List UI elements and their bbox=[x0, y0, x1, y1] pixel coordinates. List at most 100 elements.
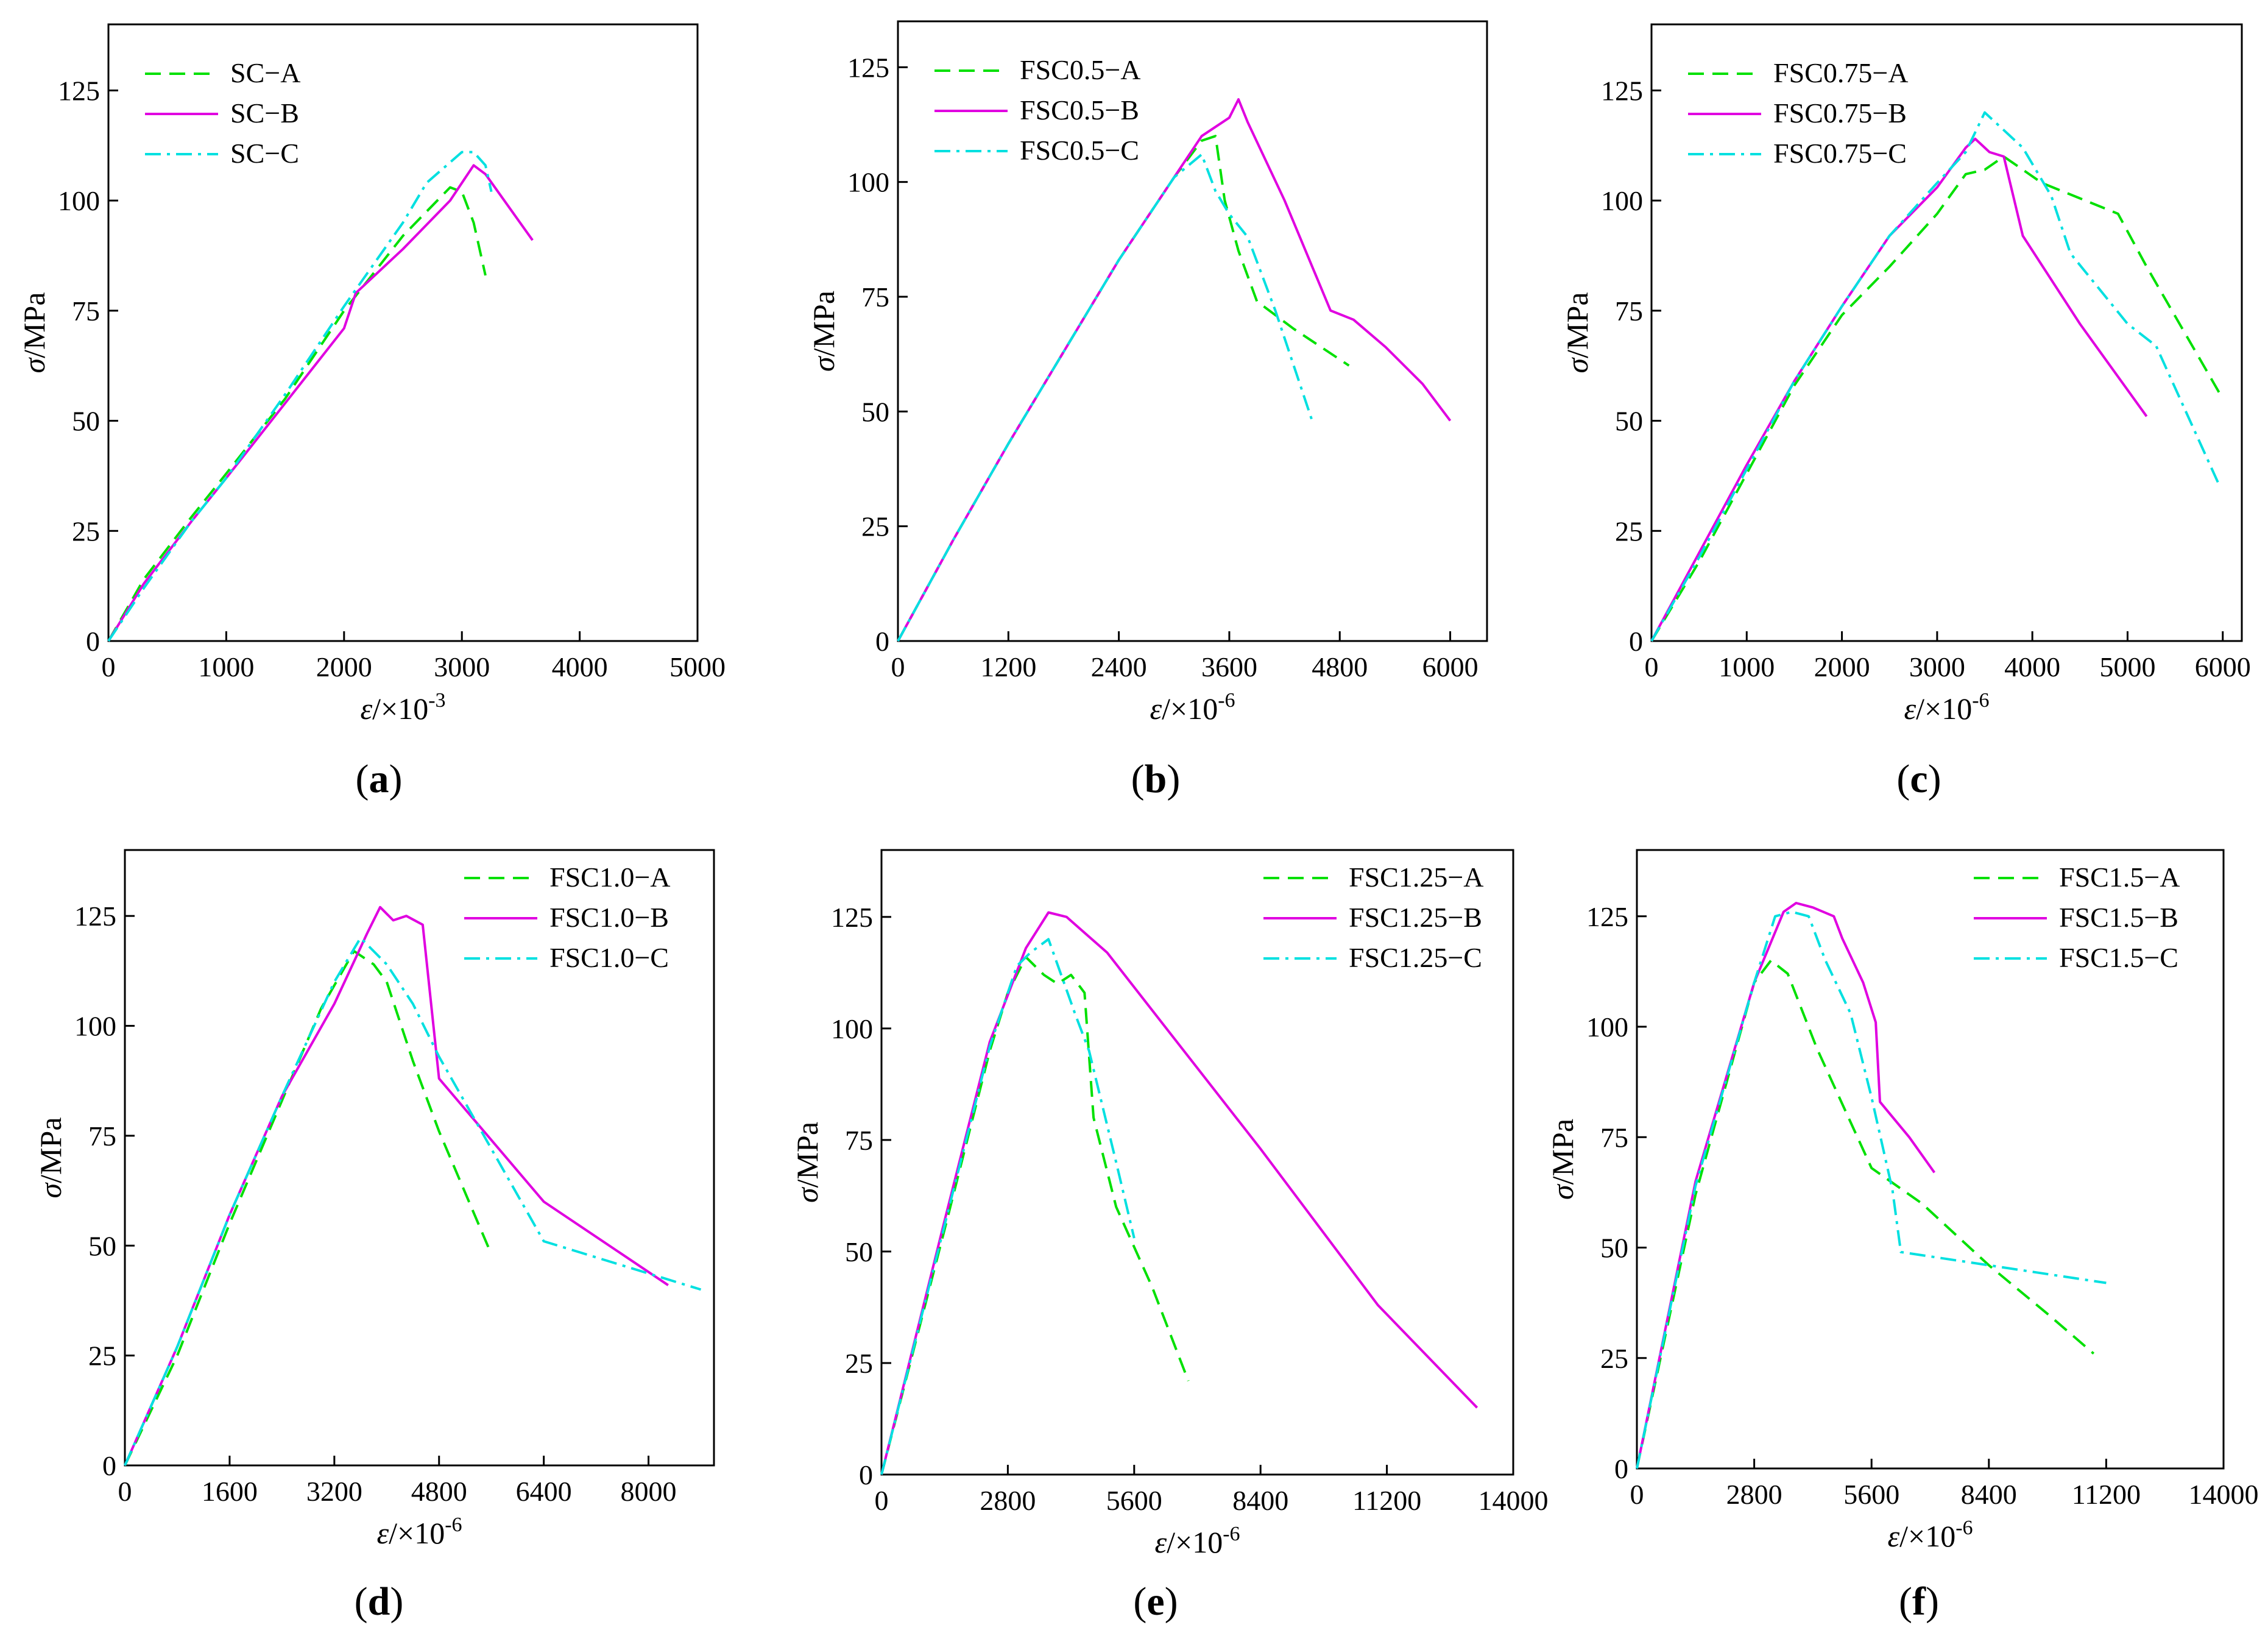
legend: FSC1.0−A FSC1.0−B FSC1.0−C bbox=[464, 862, 671, 973]
x-tick-label: 3000 bbox=[1909, 651, 1965, 682]
series-line-c bbox=[1636, 910, 2107, 1469]
panel-letter: e bbox=[1146, 1579, 1164, 1624]
x-axis-symbol: ε bbox=[1150, 692, 1162, 726]
legend-label: SC−A bbox=[230, 57, 300, 88]
x-tick-label: 14000 bbox=[1478, 1485, 1549, 1516]
legend-label: FSC1.5−B bbox=[2059, 902, 2178, 933]
x-tick-label: 8400 bbox=[1961, 1479, 2017, 1510]
y-axis-unit: /MPa bbox=[17, 292, 51, 358]
chart-panel-c: 0 1000 2000 3000 4000 5000 60000255075100125ε/… bbox=[1560, 23, 2251, 801]
x-tick-label: 0 bbox=[1630, 1479, 1644, 1510]
x-axis-unit: /×10 bbox=[1167, 1525, 1223, 1559]
y-axis-symbol: σ bbox=[1560, 357, 1594, 374]
y-axis-title: σ/MPa bbox=[1546, 1119, 1580, 1200]
legend-label: FSC0.5−B bbox=[1020, 94, 1139, 126]
y-tick-label: 125 bbox=[74, 901, 116, 932]
chart-panel-f: 0 2800 5600 8400 11200 14000 0 25 50 75 100 125 ε/×1… bbox=[1546, 849, 2259, 1624]
legend-label: FSC1.0−B bbox=[549, 902, 669, 933]
x-axis-symbol: ε bbox=[360, 692, 372, 726]
legend-label: FSC1.25−C bbox=[1349, 942, 1482, 973]
y-tick-label: 100 bbox=[58, 185, 100, 216]
y-tick-label: 75 bbox=[1615, 296, 1643, 327]
legend-label: FSC1.5−A bbox=[2059, 862, 2180, 893]
legend-label: FSC1.5−C bbox=[2059, 942, 2178, 973]
y-tick-label: 0 bbox=[859, 1459, 873, 1490]
y-tick-label: 100 bbox=[831, 1013, 873, 1044]
x-tick-label: 2000 bbox=[316, 651, 372, 682]
x-axis-exponent: -6 bbox=[1223, 1523, 1240, 1545]
y-tick-label: 25 bbox=[88, 1341, 116, 1372]
panel-caption: (b) bbox=[1131, 757, 1181, 801]
x-tick-label: 6000 bbox=[2195, 651, 2251, 682]
y-axis-title: σ/MPa bbox=[807, 291, 841, 372]
legend-label: SC−B bbox=[230, 97, 299, 129]
y-tick-label: 125 bbox=[847, 52, 889, 83]
series-line-a bbox=[1650, 155, 2224, 642]
legend: FSC0.75−A FSC0.75−B FSC0.75−C bbox=[1688, 57, 1909, 169]
panel-caption: (d) bbox=[355, 1579, 404, 1624]
x-tick-label: 2000 bbox=[1814, 651, 1870, 682]
legend-label: FSC1.25−A bbox=[1349, 862, 1484, 893]
series-line-c bbox=[1650, 111, 2219, 642]
x-tick-label: 0 bbox=[102, 651, 116, 682]
x-axis-exponent: -3 bbox=[428, 689, 445, 712]
legend-label: FSC1.0−C bbox=[549, 942, 669, 973]
y-axis-symbol: σ bbox=[17, 357, 51, 374]
series-line-c bbox=[897, 153, 1313, 642]
y-tick-label: 0 bbox=[102, 1450, 116, 1481]
x-axis-unit: /×10 bbox=[1899, 1519, 1955, 1553]
x-tick-label: 0 bbox=[891, 651, 905, 682]
x-axis-exponent: -6 bbox=[1955, 1517, 1973, 1539]
x-axis-symbol: ε bbox=[1904, 692, 1916, 726]
y-tick-label: 25 bbox=[1600, 1343, 1628, 1374]
chart-panel-b: 0 1200 2400 3600 4800 6000 0 25 50 75 100 125 ε/×10-… bbox=[807, 20, 1488, 801]
series-line-b bbox=[897, 98, 1452, 642]
x-axis-unit: /×10 bbox=[1162, 692, 1218, 726]
plot-frame bbox=[107, 23, 699, 642]
y-axis-title: σ/MPa bbox=[17, 292, 51, 373]
plot-frame bbox=[124, 849, 715, 1467]
x-axis-unit: /×10 bbox=[372, 692, 428, 726]
y-tick-label: 50 bbox=[1615, 406, 1643, 437]
legend-label: FSC0.5−C bbox=[1020, 135, 1139, 166]
x-axis-unit: /×10 bbox=[1916, 692, 1972, 726]
chart-panel-d: 0 1600 3200 4800 6400 8000 0 25 50 75 100 125 ε/×10-… bbox=[34, 849, 715, 1624]
x-tick-label: 8400 bbox=[1232, 1485, 1288, 1516]
panel-letter: c bbox=[1910, 757, 1927, 801]
series-line-b bbox=[1650, 137, 2148, 642]
y-tick-label: 50 bbox=[72, 406, 100, 437]
plot-frame bbox=[880, 849, 1514, 1476]
x-axis-unit: /×10 bbox=[389, 1516, 445, 1550]
y-axis-unit: /MPa bbox=[1546, 1119, 1580, 1185]
legend: FSC0.5−A FSC0.5−B FSC0.5−C bbox=[934, 54, 1141, 166]
y-tick-label: 100 bbox=[1586, 1011, 1628, 1043]
y-tick-label: 25 bbox=[845, 1348, 873, 1379]
x-tick-label: 2800 bbox=[980, 1485, 1036, 1516]
y-axis-symbol: σ bbox=[790, 1186, 824, 1203]
series-line-a bbox=[880, 955, 1190, 1475]
x-tick-label: 5600 bbox=[1106, 1485, 1162, 1516]
x-axis-title: ε/×10-3 bbox=[360, 689, 445, 726]
y-axis-unit: /MPa bbox=[34, 1117, 68, 1183]
y-tick-label: 0 bbox=[1629, 626, 1643, 657]
y-tick-label: 100 bbox=[847, 167, 889, 198]
x-axis-exponent: -6 bbox=[1972, 689, 1989, 712]
y-axis-symbol: σ bbox=[807, 355, 841, 372]
series-line-a bbox=[897, 135, 1350, 642]
series-line-b bbox=[880, 911, 1478, 1475]
plot-frame bbox=[1636, 849, 2225, 1470]
legend: SC−A SC−B SC−C bbox=[145, 57, 300, 169]
x-tick-label: 1200 bbox=[980, 651, 1036, 682]
legend-label: SC−C bbox=[230, 138, 299, 169]
y-axis-title: σ/MPa bbox=[34, 1117, 68, 1198]
x-tick-label: 0 bbox=[875, 1485, 889, 1516]
y-tick-label: 0 bbox=[1614, 1453, 1628, 1484]
x-tick-label: 6400 bbox=[516, 1476, 572, 1507]
y-tick-label: 0 bbox=[86, 626, 100, 657]
y-tick-label: 100 bbox=[1601, 185, 1643, 216]
x-tick-label: 0 bbox=[118, 1476, 132, 1507]
x-tick-label: 1000 bbox=[1719, 651, 1775, 682]
y-tick-label: 125 bbox=[58, 75, 100, 106]
x-axis-title: ε/×10-6 bbox=[1154, 1523, 1240, 1559]
